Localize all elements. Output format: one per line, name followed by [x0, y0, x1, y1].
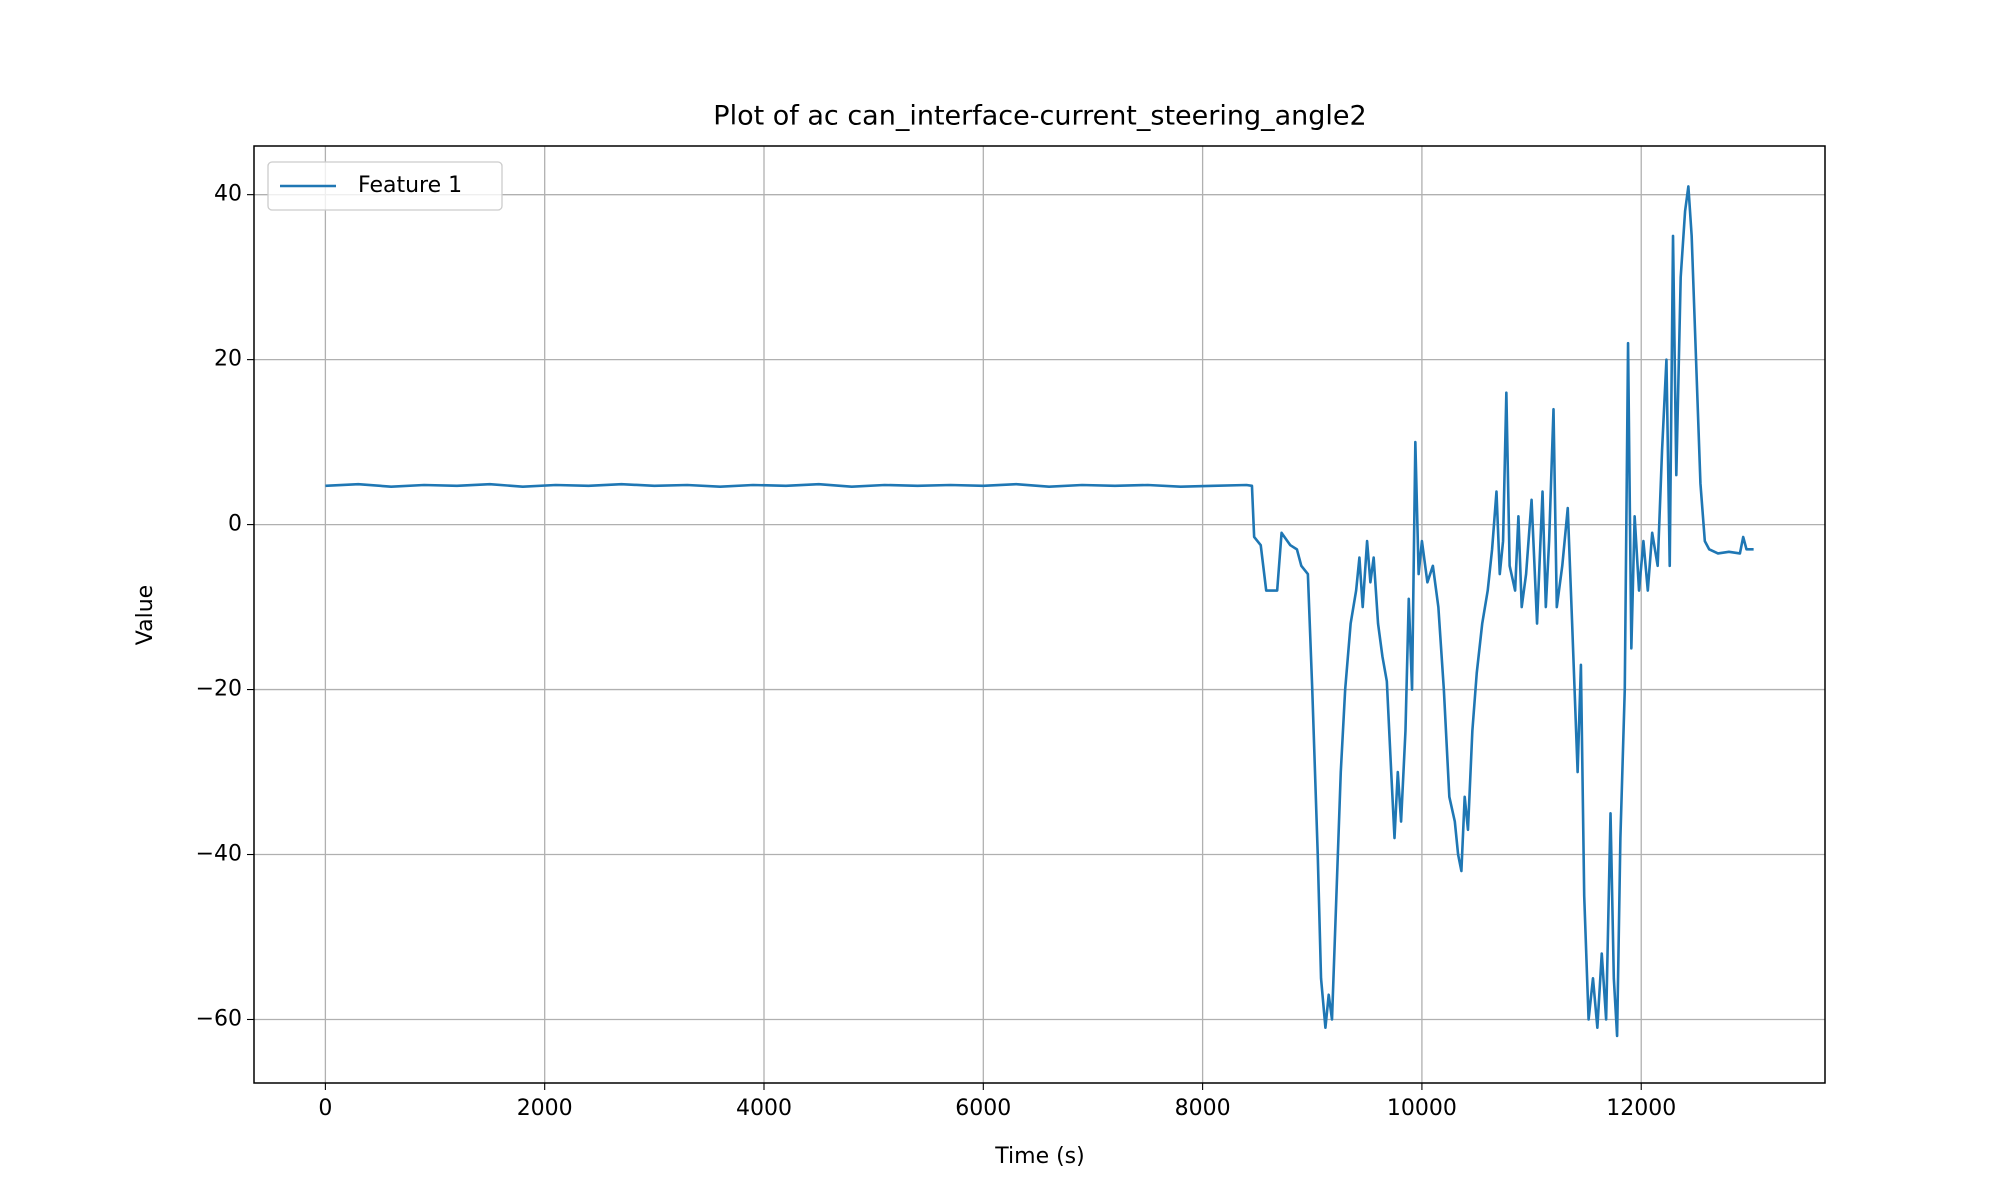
plot-area: [325, 185, 1754, 1038]
y-axis-label: Value: [133, 585, 158, 645]
y-tick-label: 20: [214, 347, 242, 372]
axes-frame: [253, 145, 1826, 1084]
legend: Feature 1: [267, 161, 503, 211]
y-tick-label: 40: [214, 182, 242, 207]
grid: [254, 146, 1825, 1083]
x-tick-label: 6000: [955, 1096, 1011, 1121]
chart-title: Plot of ac can_interface-current_steerin…: [713, 101, 1366, 132]
x-tick-label: 10000: [1387, 1096, 1457, 1121]
x-tick-label: 8000: [1175, 1096, 1231, 1121]
x-axis-label: Time (s): [994, 1144, 1084, 1169]
y-tick-label: −40: [196, 842, 242, 867]
legend-box: [267, 161, 503, 211]
data-line: [325, 185, 1754, 1038]
y-tick-label: 0: [228, 512, 242, 537]
y-tick-label: −20: [196, 677, 242, 702]
legend-label: Feature 1: [358, 173, 462, 198]
x-tick-label: 12000: [1606, 1096, 1676, 1121]
x-tick-label: 0: [318, 1096, 332, 1121]
x-tick-label: 4000: [736, 1096, 792, 1121]
x-tick-label: 2000: [517, 1096, 573, 1121]
y-tick-label: −60: [196, 1006, 242, 1031]
